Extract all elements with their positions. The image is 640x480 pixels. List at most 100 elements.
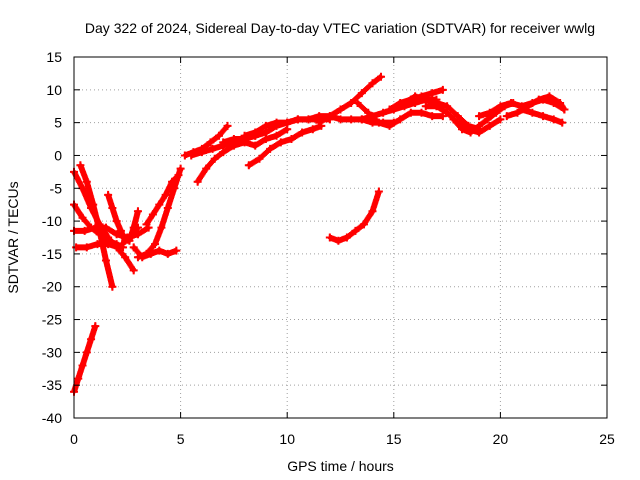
- x-axis-label: GPS time / hours: [287, 458, 394, 474]
- data-point: [129, 223, 138, 232]
- series-trace-19: [325, 187, 383, 245]
- data-point: [251, 141, 260, 150]
- data-point: [351, 226, 360, 235]
- tick-layer: 0 5 10 15 20 25 -40 -35 -30 -25 -20 -15 -10 -5 0 5 10 15: [42, 49, 615, 447]
- data-point: [374, 118, 383, 127]
- data-point: [272, 131, 281, 140]
- data-point: [76, 161, 85, 170]
- data-point: [359, 220, 368, 229]
- series-trace-14: [244, 121, 326, 170]
- data-point: [223, 121, 232, 130]
- data-point: [240, 131, 249, 140]
- data-point: [180, 151, 189, 160]
- y-axis-label: SDTVAR / TECUs: [5, 181, 21, 293]
- data-point: [336, 115, 345, 124]
- data-point: [193, 177, 202, 186]
- data-point: [157, 223, 166, 232]
- x-tick-label: 20: [493, 431, 509, 447]
- data-point: [379, 108, 388, 117]
- data-point: [513, 108, 522, 117]
- y-tick-label: -5: [50, 180, 63, 196]
- data-point: [353, 98, 362, 107]
- data-point: [449, 115, 458, 124]
- data-point: [155, 200, 164, 209]
- series-trace-10: [142, 171, 183, 229]
- data-point: [374, 187, 383, 196]
- data-point: [368, 207, 377, 216]
- data-point: [443, 108, 452, 117]
- x-tick-label: 15: [386, 431, 402, 447]
- data-point: [432, 102, 441, 111]
- data-point: [244, 161, 253, 170]
- data-point: [272, 118, 281, 127]
- data-point: [129, 266, 138, 275]
- data-point: [342, 233, 351, 242]
- x-tick-label: 5: [177, 431, 185, 447]
- series-trace-13: [193, 125, 292, 186]
- data-point: [189, 148, 198, 157]
- data-point: [251, 128, 260, 137]
- data-point: [101, 223, 110, 232]
- data-point: [163, 203, 172, 212]
- data-point: [129, 243, 138, 252]
- data-point: [229, 135, 238, 144]
- grid-layer: [74, 57, 607, 418]
- data-point: [475, 112, 484, 121]
- data-point: [176, 164, 185, 173]
- data-point: [104, 190, 113, 199]
- series-trace-20: [353, 98, 447, 130]
- data-point: [91, 223, 100, 232]
- data-point: [325, 233, 334, 242]
- data-point: [104, 240, 113, 249]
- data-point: [206, 138, 215, 147]
- y-tick-label: 10: [46, 82, 62, 98]
- data-point: [438, 85, 447, 94]
- data-point: [121, 253, 130, 262]
- data-point: [155, 246, 164, 255]
- data-point: [148, 210, 157, 219]
- data-point: [74, 374, 83, 383]
- data-point: [539, 112, 548, 121]
- data-point: [483, 115, 492, 124]
- data-point: [485, 121, 494, 130]
- data-point: [549, 115, 558, 124]
- y-tick-label: -25: [42, 312, 62, 328]
- data-point: [347, 115, 356, 124]
- data-point: [161, 190, 170, 199]
- data-point: [133, 253, 142, 262]
- data-point: [95, 230, 104, 239]
- data-point: [276, 138, 285, 147]
- data-point: [308, 125, 317, 134]
- data-point: [502, 112, 511, 121]
- data-point: [485, 108, 494, 117]
- data-point: [168, 177, 177, 186]
- x-tick-label: 0: [70, 431, 78, 447]
- y-tick-label: 15: [46, 49, 62, 65]
- series-trace-1: [70, 322, 100, 396]
- data-point: [315, 112, 324, 121]
- y-tick-label: -20: [42, 279, 62, 295]
- data-point: [364, 108, 373, 117]
- data-point: [421, 102, 430, 111]
- data-point: [266, 144, 275, 153]
- data-point: [283, 118, 292, 127]
- x-tick-label: 10: [279, 431, 295, 447]
- data-point: [80, 226, 89, 235]
- y-tick-label: 5: [54, 115, 62, 131]
- data-point: [133, 207, 142, 216]
- data-point: [496, 115, 505, 124]
- data-point: [172, 246, 181, 255]
- data-point: [496, 102, 505, 111]
- y-tick-label: -15: [42, 246, 62, 262]
- data-point: [396, 115, 405, 124]
- data-point: [261, 121, 270, 130]
- chart-title: Day 322 of 2024, Sidereal Day-to-day VTE…: [85, 20, 595, 36]
- data-point: [114, 243, 123, 252]
- data-point: [458, 125, 467, 134]
- series-trace-7: [104, 190, 142, 245]
- data-point: [101, 256, 110, 265]
- data-point: [287, 135, 296, 144]
- data-point: [385, 105, 394, 114]
- data-point: [417, 108, 426, 117]
